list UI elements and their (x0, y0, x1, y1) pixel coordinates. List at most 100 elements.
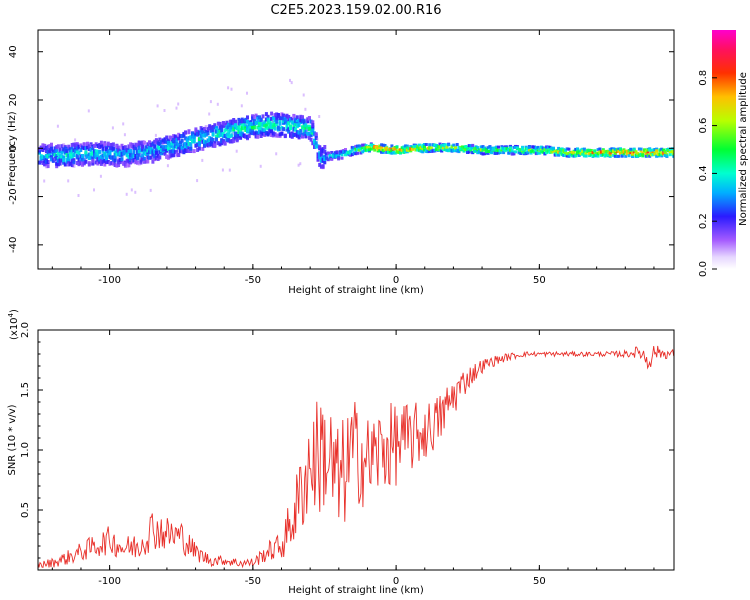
heatmap-cell (232, 124, 236, 129)
heatmap-cell (331, 154, 335, 158)
heatmap-cell (524, 145, 528, 149)
heatmap-cell (282, 116, 286, 121)
heatmap-cell (254, 121, 258, 125)
heatmap-cell (93, 149, 96, 154)
heatmap-cell (134, 154, 138, 158)
heatmap-cell (538, 151, 542, 155)
heatmap-cell (62, 160, 66, 165)
heatmap-cell (290, 120, 294, 125)
heatmap-cell (118, 160, 122, 165)
heatmap-cell (179, 145, 182, 150)
heatmap-cell (619, 151, 622, 155)
heatmap-cell (576, 147, 579, 151)
heatmap-cell (323, 149, 327, 154)
heatmap-cell (235, 125, 239, 130)
heatmap-cell (521, 145, 524, 149)
heatmap-cell (605, 152, 609, 156)
spectrogram-y-tick-label: 20 (8, 94, 19, 107)
heatmap-cell (117, 152, 121, 157)
heatmap-cell (115, 163, 119, 168)
heatmap-cell (301, 134, 304, 139)
heatmap-cell (41, 161, 45, 165)
heatmap-cell (173, 139, 177, 144)
heatmap-cell (512, 145, 516, 149)
heatmap-cell (443, 148, 447, 152)
heatmap-cell (251, 116, 255, 121)
heatmap-cell (517, 150, 521, 154)
heatmap-cell (259, 134, 263, 138)
heatmap-cell (87, 152, 91, 157)
heatmap-cell (321, 155, 325, 160)
heatmap-cell (225, 136, 229, 141)
heatmap-cell (165, 148, 169, 153)
spectrogram-frame (37, 29, 675, 270)
heatmap-cell (548, 148, 552, 152)
heatmap-cell (136, 160, 139, 165)
heatmap-cell (364, 144, 368, 148)
heatmap-cell (94, 142, 98, 147)
heatmap-cell (204, 129, 208, 134)
heatmap-cell (543, 148, 547, 151)
heatmap-cell (132, 148, 136, 152)
heatmap-cell (356, 151, 359, 155)
heatmap-cell (411, 147, 414, 151)
heatmap-cell (536, 151, 540, 155)
heatmap-cell (306, 125, 310, 130)
heatmap-cell (168, 135, 172, 140)
heatmap-cell (67, 179, 70, 183)
heatmap-cell (127, 144, 131, 149)
heatmap-cell (579, 152, 583, 156)
heatmap-cell (258, 119, 261, 124)
heatmap-cell (378, 144, 382, 148)
heatmap-cell (433, 143, 437, 147)
heatmap-cell (220, 124, 224, 129)
heatmap-cell (168, 143, 172, 148)
heatmap-cell (184, 141, 188, 146)
heatmap-cell (381, 149, 385, 152)
heatmap-cell (466, 151, 469, 154)
heatmap-cell (216, 133, 220, 138)
heatmap-cell (545, 145, 549, 149)
heatmap-cell (263, 128, 267, 133)
heatmap-cell (120, 152, 124, 157)
heatmap-cell (524, 152, 528, 156)
heatmap-cell (399, 150, 402, 154)
heatmap-cell (594, 152, 598, 156)
heatmap-cell (51, 158, 55, 163)
heatmap-cell (191, 134, 194, 139)
heatmap-cell (441, 147, 445, 151)
heatmap-cell (309, 126, 313, 131)
heatmap-cell (227, 122, 231, 127)
snr-y-tick-label: 1.0 (20, 442, 31, 458)
heatmap-cell (429, 146, 433, 150)
heatmap-cell (86, 154, 90, 159)
heatmap-cell (50, 157, 53, 162)
heatmap-cell (117, 163, 121, 167)
heatmap-cell (271, 116, 275, 121)
heatmap-cell (86, 144, 90, 149)
heatmap-cell (268, 124, 272, 129)
heatmap-cell (122, 151, 126, 156)
heatmap-cell (636, 151, 640, 155)
heatmap-cell (244, 134, 248, 139)
heatmap-cell (271, 131, 275, 136)
heatmap-cell (352, 146, 356, 149)
heatmap-cell (196, 132, 200, 136)
heatmap-cell (613, 147, 617, 151)
snr-x-label: Height of straight line (km) (288, 585, 424, 596)
heatmap-cell (340, 150, 344, 154)
heatmap-cell (318, 115, 321, 118)
heatmap-cell (536, 148, 540, 152)
heatmap-cell (395, 149, 399, 153)
heatmap-cell (502, 146, 506, 150)
heatmap-cell (423, 148, 426, 152)
heatmap-cell (247, 128, 251, 133)
heatmap-cell (481, 152, 485, 156)
heatmap-cell (270, 111, 274, 116)
heatmap-cell (416, 145, 420, 149)
heatmap-cell (46, 164, 50, 169)
heatmap-cell (99, 154, 103, 159)
snr-scale-suffix: ) (9, 309, 20, 313)
heatmap-cell (283, 118, 287, 122)
heatmap-cell (607, 153, 610, 157)
